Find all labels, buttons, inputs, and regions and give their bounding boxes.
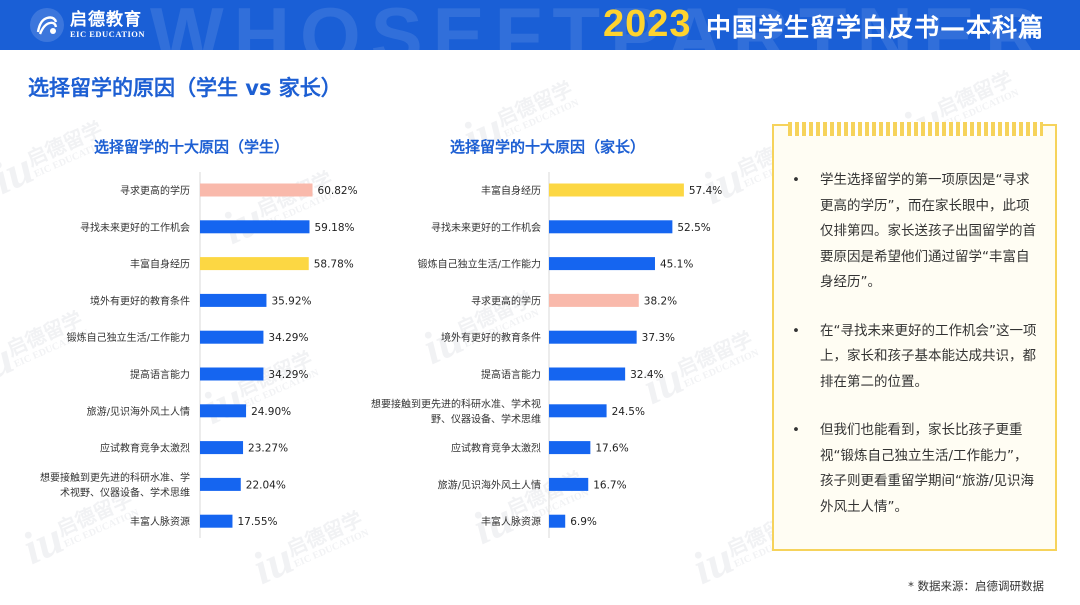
bar [200, 293, 267, 307]
category-label: 丰富人脉资源 [481, 515, 541, 528]
insight-panel-stripes [788, 122, 1043, 136]
bar [200, 330, 264, 344]
bar [200, 477, 241, 491]
category-label: 术视野、仪器设备、学术思维 [60, 486, 190, 499]
logo-icon [30, 8, 64, 42]
bar [200, 220, 310, 234]
category-label: 锻炼自己独立生活/工作能力 [418, 258, 541, 271]
category-label: 旅游/见识海外风土人情 [438, 478, 541, 491]
bar-value-label: 60.82% [318, 185, 358, 197]
bar-value-label: 6.9% [570, 516, 597, 528]
bar-value-label: 34.29% [268, 369, 308, 381]
report-year: 2023 [603, 3, 692, 45]
bar [549, 367, 626, 381]
insight-item: • 在“寻找未来更好的工作机会”这一项上，家长和孩子基本能达成共识，都排在第二的位… [790, 319, 1040, 396]
logo-english: EIC EDUCATION [70, 28, 146, 39]
page-title: 选择留学的原因（学生 vs 家长） [28, 76, 342, 100]
parent-chart-title: 选择留学的十大原因（家长） [450, 138, 646, 156]
bar-value-label: 35.92% [271, 295, 311, 307]
bar [549, 514, 566, 528]
insight-text: 在“寻找未来更好的工作机会”这一项上，家长和孩子基本能达成共识，都排在第二的位置… [820, 322, 1037, 390]
bar [200, 367, 264, 381]
category-label: 应试教育竞争太激烈 [100, 442, 190, 455]
bar [549, 404, 607, 418]
bullet-icon: • [792, 172, 800, 188]
parent-reasons-chart: 57.4% 丰富自身经历 52.5% 寻找未来更好的工作机会 45.1% 锻炼自己独立生活… [371, 172, 722, 538]
bar-value-label: 38.2% [644, 295, 677, 307]
category-label: 想要接触到更先进的科研水准、学术视 [371, 397, 541, 410]
category-label: 野、仪器设备、学术思维 [431, 412, 541, 425]
bar-value-label: 22.04% [246, 479, 286, 491]
bar [549, 330, 637, 344]
bar-value-label: 59.18% [314, 222, 354, 234]
bar [549, 441, 591, 455]
category-label: 寻找未来更好的工作机会 [80, 221, 190, 234]
category-label: 旅游/见识海外风土人情 [87, 405, 190, 418]
bar [549, 477, 589, 491]
category-label: 寻找未来更好的工作机会 [431, 221, 541, 234]
bar-value-label: 34.29% [268, 332, 308, 344]
insight-item: • 但我们也能看到，家长比孩子更重视“锻炼自己独立生活/工作能力”，孩子则更看重留… [790, 418, 1040, 520]
bar-value-label: 45.1% [660, 259, 693, 271]
document-title: 中国学生留学白皮书—本科篇 [706, 13, 1045, 42]
bar-value-label: 16.7% [593, 479, 626, 491]
bar [200, 183, 313, 197]
bar [549, 220, 673, 234]
student-chart-title: 选择留学的十大原因（学生） [94, 138, 290, 156]
watermark-logo-icon: iu [684, 531, 741, 595]
bar [200, 404, 247, 418]
category-label: 境外有更好的教育条件 [441, 331, 541, 344]
bullet-icon: • [792, 422, 800, 438]
category-label: 境外有更好的教育条件 [90, 294, 190, 307]
category-label: 锻炼自己独立生活/工作能力 [67, 331, 190, 344]
bar [200, 514, 233, 528]
data-source-note: * 数据来源：启德调研数据 [908, 579, 1044, 593]
bullet-icon: • [792, 322, 800, 339]
category-label: 寻求更高的学历 [120, 184, 190, 197]
bar-value-label: 32.4% [630, 369, 663, 381]
category-label: 丰富自身经历 [130, 258, 190, 271]
category-label: 提高语言能力 [130, 368, 190, 381]
bar-value-label: 17.55% [237, 516, 277, 528]
bar [549, 183, 684, 197]
insight-list: • 学生选择留学的第一项原因是“寻求更高的学历”，而在家长眼中，此项仅排第四。家长… [790, 168, 1040, 543]
bar [549, 257, 655, 271]
insight-text: 但我们也能看到，家长比孩子更重视“锻炼自己独立生活/工作能力”，孩子则更看重留学… [820, 422, 1035, 515]
header-background-text: WHOSEFTPARTNER [150, 0, 1052, 50]
category-label: 丰富人脉资源 [130, 515, 190, 528]
category-label: 丰富自身经历 [481, 184, 541, 197]
bar-value-label: 23.27% [248, 443, 288, 455]
bar [549, 293, 639, 307]
bar-value-label: 52.5% [677, 222, 710, 234]
insight-text: 学生选择留学的第一项原因是“寻求更高的学历”，而在家长眼中，此项仅排第四。家长送… [820, 172, 1036, 290]
category-label: 提高语言能力 [481, 368, 541, 381]
logo-name: 启德教育 [70, 9, 142, 30]
insight-item: • 学生选择留学的第一项原因是“寻求更高的学历”，而在家长眼中，此项仅排第四。家长… [790, 168, 1040, 296]
bar-value-label: 17.6% [595, 443, 628, 455]
category-label: 应试教育竞争太激烈 [451, 442, 541, 455]
bar-value-label: 24.90% [251, 406, 291, 418]
student-reasons-chart: 60.82% 寻求更高的学历 59.18% 寻找未来更好的工作机会 58.78% 丰富自身… [40, 172, 358, 538]
bar [200, 257, 309, 271]
insight-panel [772, 124, 1057, 551]
header-bar: WHOSEFTPARTNER 启德教育 EIC EDUCATION 2023 中… [0, 0, 1080, 50]
watermark-text: 启德留学 [933, 66, 1016, 122]
bar-value-label: 57.4% [689, 185, 722, 197]
bar-value-label: 24.5% [612, 406, 645, 418]
watermark-logo-icon: iu [244, 531, 301, 595]
category-label: 寻求更高的学历 [471, 294, 541, 307]
logo: 启德教育 EIC EDUCATION [30, 8, 145, 42]
bar [200, 441, 244, 455]
bar-value-label: 37.3% [642, 332, 675, 344]
watermark-english: EIC EDUCATION [502, 97, 581, 141]
category-label: 想要接触到更先进的科研水准、学 [40, 471, 190, 484]
bar-value-label: 58.78% [314, 259, 354, 271]
watermark-text: 启德留学 [493, 76, 576, 132]
